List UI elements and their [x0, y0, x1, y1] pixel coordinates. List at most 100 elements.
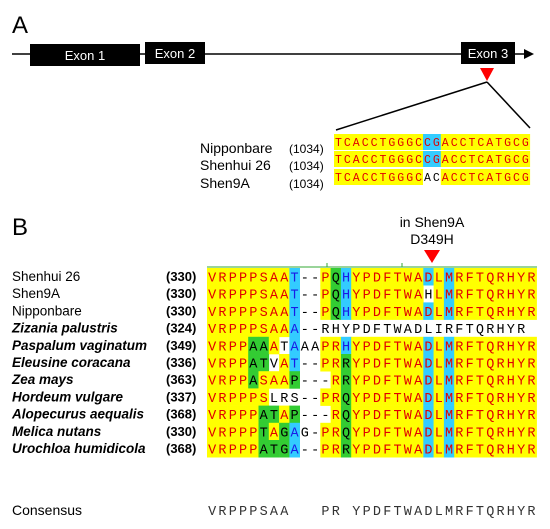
residue: P [239, 306, 247, 321]
residue-cell [207, 405, 218, 424]
residue: P [229, 289, 237, 304]
residue: R [496, 289, 504, 304]
residue: D [373, 426, 381, 441]
dna-base-cell [503, 134, 513, 150]
dna-base: C [424, 154, 431, 167]
residue-cell [516, 268, 527, 286]
residue: D [373, 289, 381, 304]
consensus-residue: M [445, 505, 453, 520]
residue: P [239, 426, 247, 441]
residue-cell [227, 268, 239, 286]
dna-base: T [468, 137, 475, 150]
residue: R [455, 340, 463, 355]
dna-base-cell [396, 134, 406, 150]
species-name: Shenhui 26 [12, 269, 80, 284]
residue-cell [485, 354, 496, 372]
dna-base-cell [485, 151, 495, 167]
residue: W [393, 323, 402, 338]
residue-cell [207, 388, 218, 406]
residue: R [455, 306, 463, 321]
residue-cell [227, 354, 239, 372]
dna-base: C [362, 154, 369, 167]
residue: R [527, 426, 535, 441]
residue-cell [237, 440, 249, 458]
residue-cell [258, 440, 270, 458]
residue-cell [454, 422, 465, 441]
residue: P [321, 340, 329, 355]
dna-base: G [433, 154, 440, 167]
residue: P [321, 444, 329, 459]
residue-cell [516, 422, 527, 441]
residue-cell [413, 388, 424, 406]
residue-cell [361, 405, 373, 424]
residue-cell [443, 268, 455, 286]
residue-cell [505, 285, 517, 303]
residue-cell [361, 268, 373, 286]
residue-cell [433, 354, 445, 372]
dna-base: C [477, 137, 484, 150]
residue-cell [371, 405, 383, 424]
residue: R [218, 323, 226, 338]
residue-cell [361, 302, 373, 320]
residue: W [404, 340, 413, 355]
residue: R [218, 358, 226, 373]
residue: R [527, 289, 535, 304]
residue: A [290, 426, 299, 441]
exon-3: Exon 3 [461, 42, 515, 64]
residue: L [435, 426, 443, 441]
dna-base-cell [449, 151, 459, 167]
residue-cell [227, 405, 239, 424]
residue: A [404, 323, 413, 338]
residue-cell [227, 336, 239, 355]
residue-cell [505, 405, 517, 424]
residue-cell [320, 285, 331, 303]
residue: P [239, 392, 247, 407]
residue-cell [330, 422, 342, 441]
residue: Y [517, 306, 525, 321]
consensus-label: Consensus [12, 502, 82, 518]
residue-cell [227, 422, 239, 441]
protein-mutation-marker [424, 250, 440, 263]
species-name: Eleusine coracana [12, 355, 131, 370]
consensus-residue: S [260, 505, 268, 520]
residue-cell [474, 354, 486, 372]
residue-cell [330, 371, 342, 389]
residue: P [229, 444, 237, 459]
residue: Q [476, 323, 484, 338]
residue: V [208, 375, 217, 390]
consensus-residue: P [229, 505, 237, 520]
consensus-residue: D [373, 505, 381, 520]
residue: Y [517, 358, 525, 373]
residue: D [424, 306, 432, 321]
residue-cell [289, 405, 300, 424]
residue: R [455, 409, 463, 424]
residue: P [229, 306, 237, 321]
residue-cell [237, 268, 249, 286]
residue-cell [392, 422, 403, 441]
residue-cell [207, 319, 218, 338]
residue: R [445, 323, 453, 338]
residue-cell [237, 405, 249, 424]
residue: A [311, 340, 320, 355]
residue-cell [433, 302, 445, 320]
sequence-position: (368) [166, 407, 196, 422]
residue-cell [289, 336, 300, 355]
dna-sample-name: Shen9A [200, 175, 250, 191]
residue: G [280, 444, 288, 459]
residue-cell [433, 285, 445, 303]
residue: V [270, 358, 279, 373]
residue-cell [248, 422, 259, 441]
residue: Y [352, 306, 360, 321]
sequence-position: (330) [166, 424, 196, 439]
dna-base: C [513, 137, 520, 150]
alignment-row: Hordeum vulgare (337) V R P P P S L R S - - P R Q Y P D F T W… [12, 388, 537, 407]
consensus-residue: F [383, 505, 391, 520]
residue: Y [517, 409, 525, 424]
residue: A [270, 323, 279, 338]
residue: H [507, 426, 515, 441]
dna-base-cell [342, 169, 353, 185]
residue: - [321, 409, 329, 424]
residue: T [466, 323, 474, 338]
residue-cell [392, 371, 403, 389]
